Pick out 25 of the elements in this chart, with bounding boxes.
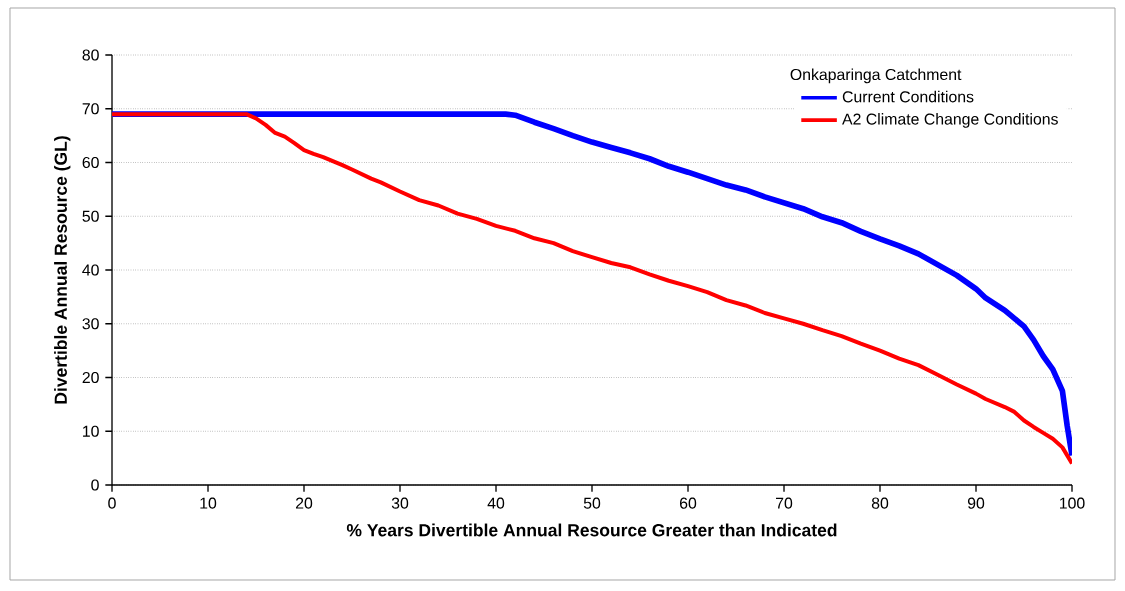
y-tick-label: 80 [82, 49, 99, 61]
legend-label: Current Conditions [842, 90, 974, 103]
y-axis-title: Divertible Annual Resource (GL) [54, 136, 71, 404]
x-tick-label: 0 [108, 497, 116, 509]
y-tick-label: 20 [82, 371, 99, 384]
x-axis-title: % Years Divertible Annual Resource Greater than Indicated [346, 523, 837, 537]
x-tick-label: 80 [871, 497, 889, 509]
y-tick-label: 30 [82, 318, 99, 330]
x-tick-label: 60 [680, 497, 697, 509]
y-tick-label: 60 [82, 156, 99, 169]
x-tick-label: 40 [487, 497, 505, 509]
x-tick-label: 70 [776, 497, 793, 509]
y-tick-label: 70 [82, 103, 99, 115]
x-tick-label: 10 [200, 497, 217, 509]
y-tick-label: 40 [82, 264, 99, 276]
x-tick-label: 100 [1060, 497, 1085, 509]
x-tick-label: 20 [295, 497, 313, 509]
x-tick-label: 90 [967, 497, 985, 509]
x-tick-label: 50 [583, 497, 601, 509]
y-tick-label: 50 [82, 210, 99, 222]
y-tick-label: 10 [83, 425, 99, 437]
x-tick-label: 30 [391, 497, 409, 509]
y-tick-label: 0 [91, 479, 99, 491]
legend-title: Onkaparinga Catchment [790, 68, 962, 84]
legend-label: A2 Climate Change Conditions [842, 113, 1058, 128]
